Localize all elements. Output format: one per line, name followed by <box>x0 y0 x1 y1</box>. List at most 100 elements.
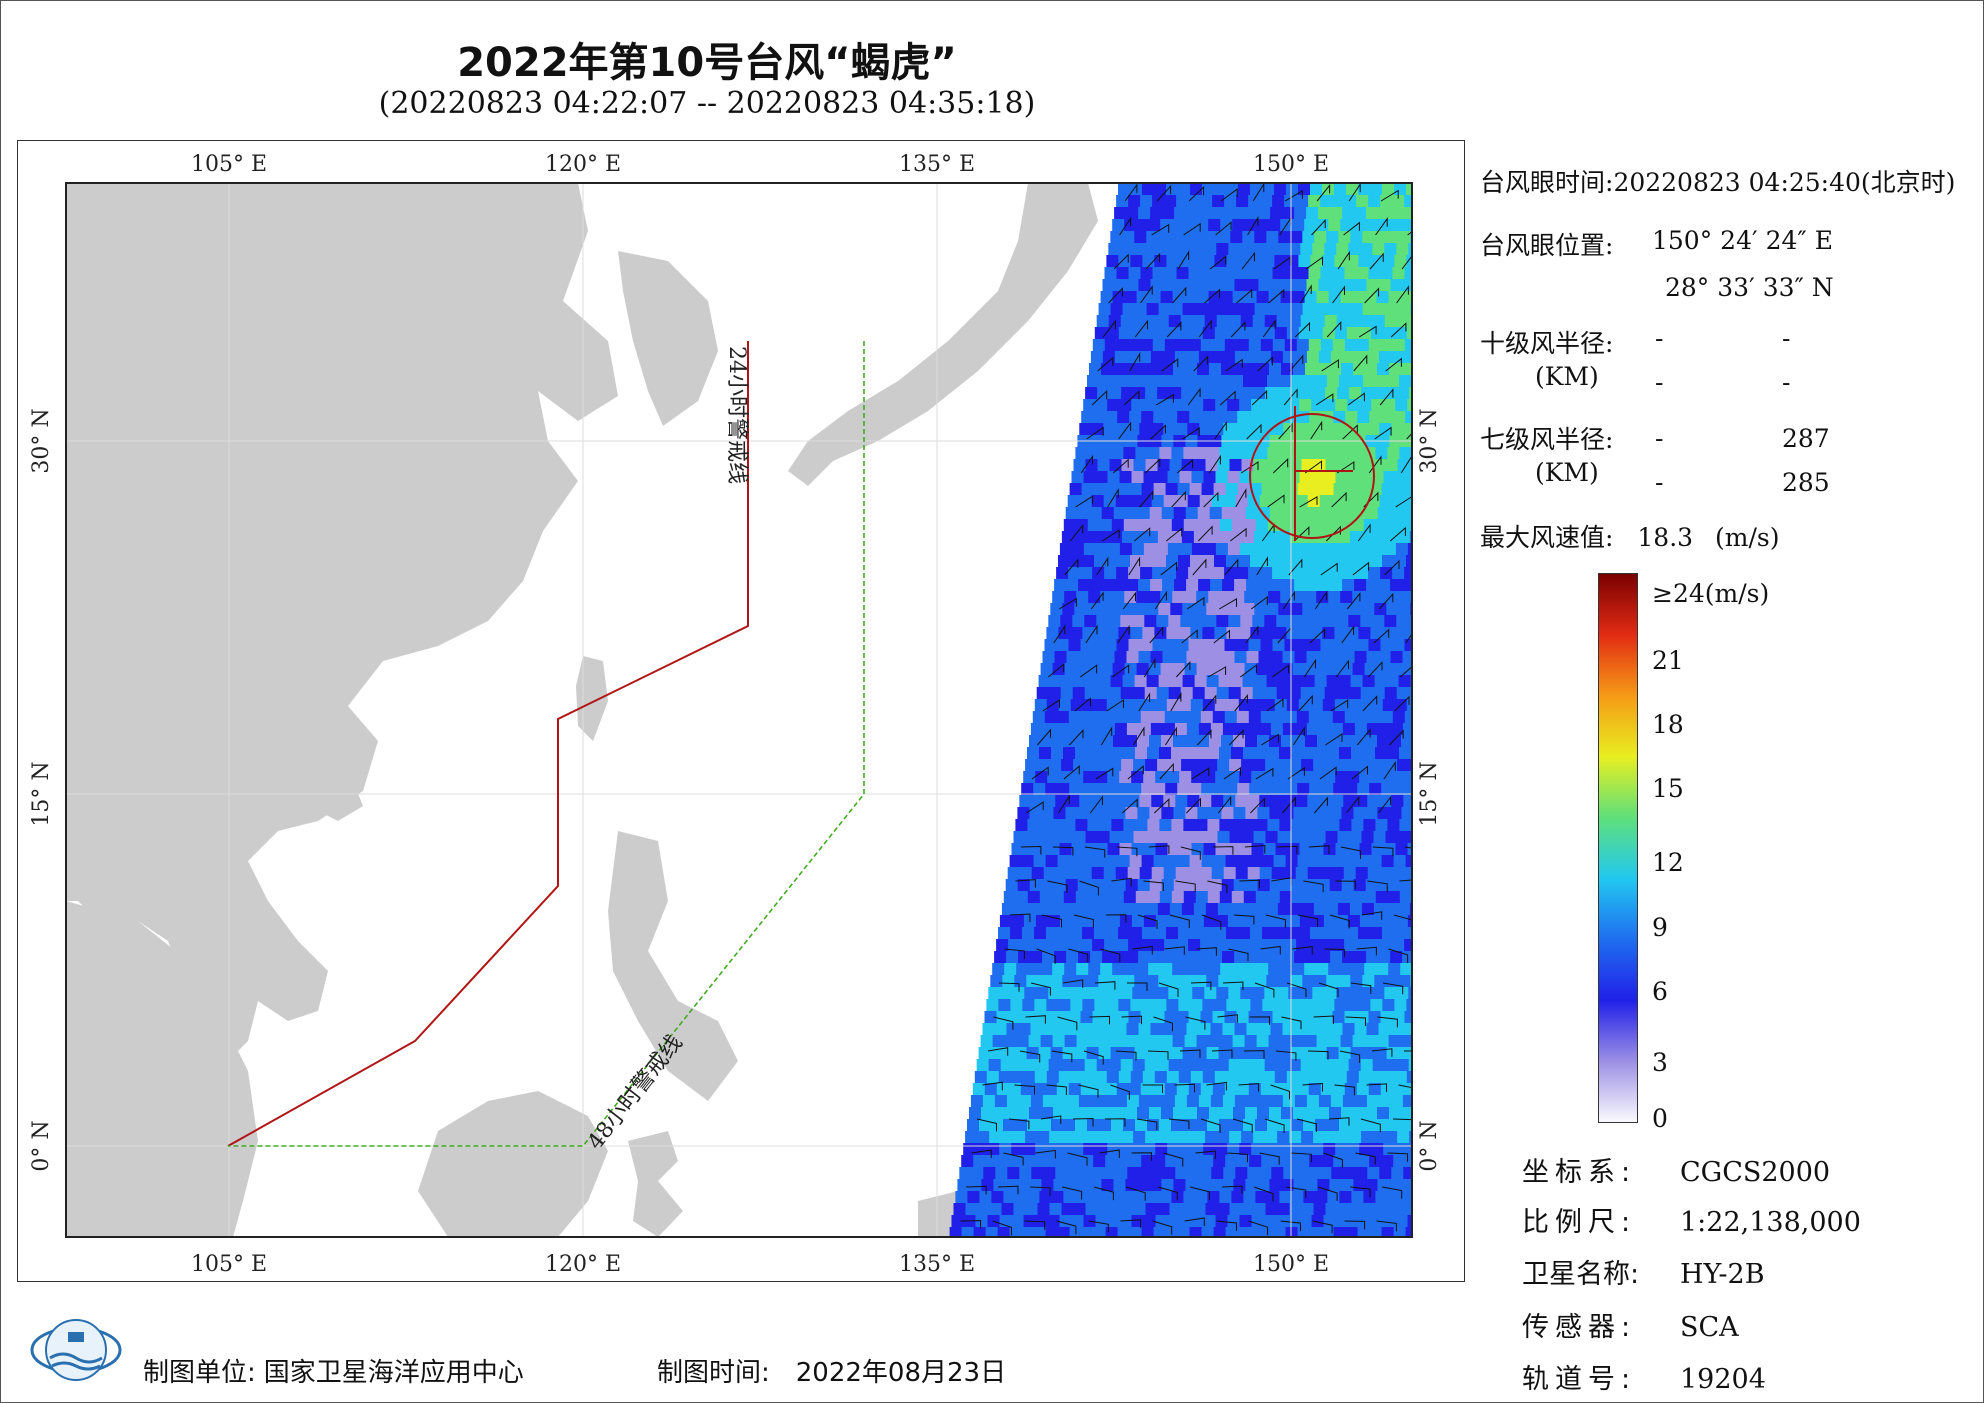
swath-cell <box>999 915 1013 928</box>
colorbar-label-9: 9 <box>1652 913 1668 942</box>
swath-cell <box>1404 567 1412 580</box>
swath-cell <box>1350 1047 1364 1060</box>
swath-cell <box>1005 1107 1018 1120</box>
wind-barb <box>1328 1117 1350 1126</box>
swath-cell <box>1329 807 1343 820</box>
swath-cell <box>1126 351 1140 364</box>
swath-cell <box>1389 879 1403 892</box>
swath-cell <box>1054 1023 1068 1036</box>
swath-cell <box>1170 975 1184 988</box>
swath-cell <box>1125 1107 1138 1120</box>
swath-cell <box>1331 795 1345 808</box>
swath-cell <box>1171 1191 1185 1204</box>
swath-cell <box>1322 1071 1336 1084</box>
wind-barb <box>1187 387 1201 406</box>
swath-cell <box>1032 711 1046 724</box>
swath-cell <box>1036 1059 1050 1072</box>
swath-cell <box>1022 927 1035 940</box>
swath-cell <box>1246 651 1260 664</box>
swath-cell <box>1393 411 1407 424</box>
swath-cell <box>1104 1011 1118 1024</box>
swath-cell <box>1034 999 1048 1012</box>
swath-cell <box>1210 651 1224 664</box>
swath-cell <box>1345 855 1359 868</box>
wind-barb <box>1190 981 1212 991</box>
swath-cell <box>1236 267 1250 280</box>
swath-cell <box>1205 1131 1219 1144</box>
swath-cell <box>1057 783 1071 796</box>
swath-cell <box>1129 483 1143 496</box>
swath-cell <box>1128 339 1142 352</box>
wind-barb <box>1180 846 1201 860</box>
wind-barb <box>1209 255 1227 270</box>
swath-cell <box>1073 531 1087 544</box>
swath-cell <box>1147 519 1161 532</box>
swath-cell <box>1326 303 1340 316</box>
swath-cell <box>1295 867 1309 880</box>
swath-cell <box>1218 603 1232 616</box>
swath-cell <box>1128 939 1142 952</box>
swath-cell <box>1114 207 1128 220</box>
swath-cell <box>1207 1191 1221 1204</box>
swath-cell <box>1010 927 1023 940</box>
swath-cell <box>1257 879 1271 892</box>
swath-cell <box>1105 1155 1119 1168</box>
swath-cell <box>1176 339 1190 352</box>
swath-cell <box>1365 1179 1379 1192</box>
swath-cell <box>1297 855 1311 868</box>
swath-cell <box>1250 927 1263 940</box>
swath-cell <box>1257 1179 1271 1192</box>
swath-cell <box>1256 591 1270 604</box>
swath-cell <box>1178 327 1192 340</box>
swath-cell <box>1227 399 1241 412</box>
swath-cell <box>1109 387 1123 400</box>
wind-barb <box>1183 222 1201 236</box>
swath-cell <box>1006 1095 1020 1108</box>
swath-cell <box>1125 507 1139 520</box>
swath-cell <box>1328 663 1342 676</box>
swath-cell <box>1165 783 1179 796</box>
swath-cell <box>1294 951 1308 964</box>
swath-cell <box>1235 867 1249 880</box>
swath-cell <box>1305 1179 1319 1192</box>
wind-barb <box>1181 629 1198 644</box>
swath-cell <box>1178 627 1192 640</box>
swath-cell <box>1246 351 1260 364</box>
swath-cell <box>1281 1107 1294 1120</box>
swath-cell <box>1411 519 1412 532</box>
swath-cell <box>1270 279 1284 292</box>
swath-cell <box>1401 1107 1412 1120</box>
swath-cell <box>1399 519 1412 532</box>
swath-cell <box>1291 1191 1305 1204</box>
swath-cell <box>1333 411 1347 424</box>
swath-cell <box>1299 843 1313 856</box>
swath-cell <box>1088 963 1102 976</box>
swath-cell <box>1282 351 1296 364</box>
swath-cell <box>1106 999 1120 1012</box>
swath-cell <box>1170 303 1184 316</box>
swath-cell <box>1122 975 1136 988</box>
swath-cell <box>1195 747 1208 760</box>
swath-cell <box>1210 579 1224 592</box>
swath-cell <box>1165 1155 1179 1168</box>
wind-barb <box>1347 392 1365 406</box>
wind-barb <box>1020 845 1042 855</box>
swath-cell <box>1345 1227 1359 1237</box>
wind-barb <box>1329 914 1350 929</box>
swath-cell <box>1117 1155 1131 1168</box>
swath-cell <box>1230 975 1244 988</box>
wind-barb <box>1335 659 1349 678</box>
swath-cell <box>1169 1131 1183 1144</box>
swath-cell <box>1093 483 1107 496</box>
swath-cell <box>1174 579 1188 592</box>
wind-barb <box>1335 880 1356 890</box>
swath-cell <box>1265 531 1279 544</box>
swath-cell <box>1251 399 1265 412</box>
swath-cell <box>1327 519 1341 532</box>
swath-cell <box>1058 999 1072 1012</box>
swath-cell <box>1257 1107 1270 1120</box>
wind-speed-colorbar <box>1598 573 1638 1123</box>
swath-cell <box>1131 1215 1145 1228</box>
swath-cell <box>998 999 1012 1012</box>
swath-cell <box>1237 783 1251 796</box>
